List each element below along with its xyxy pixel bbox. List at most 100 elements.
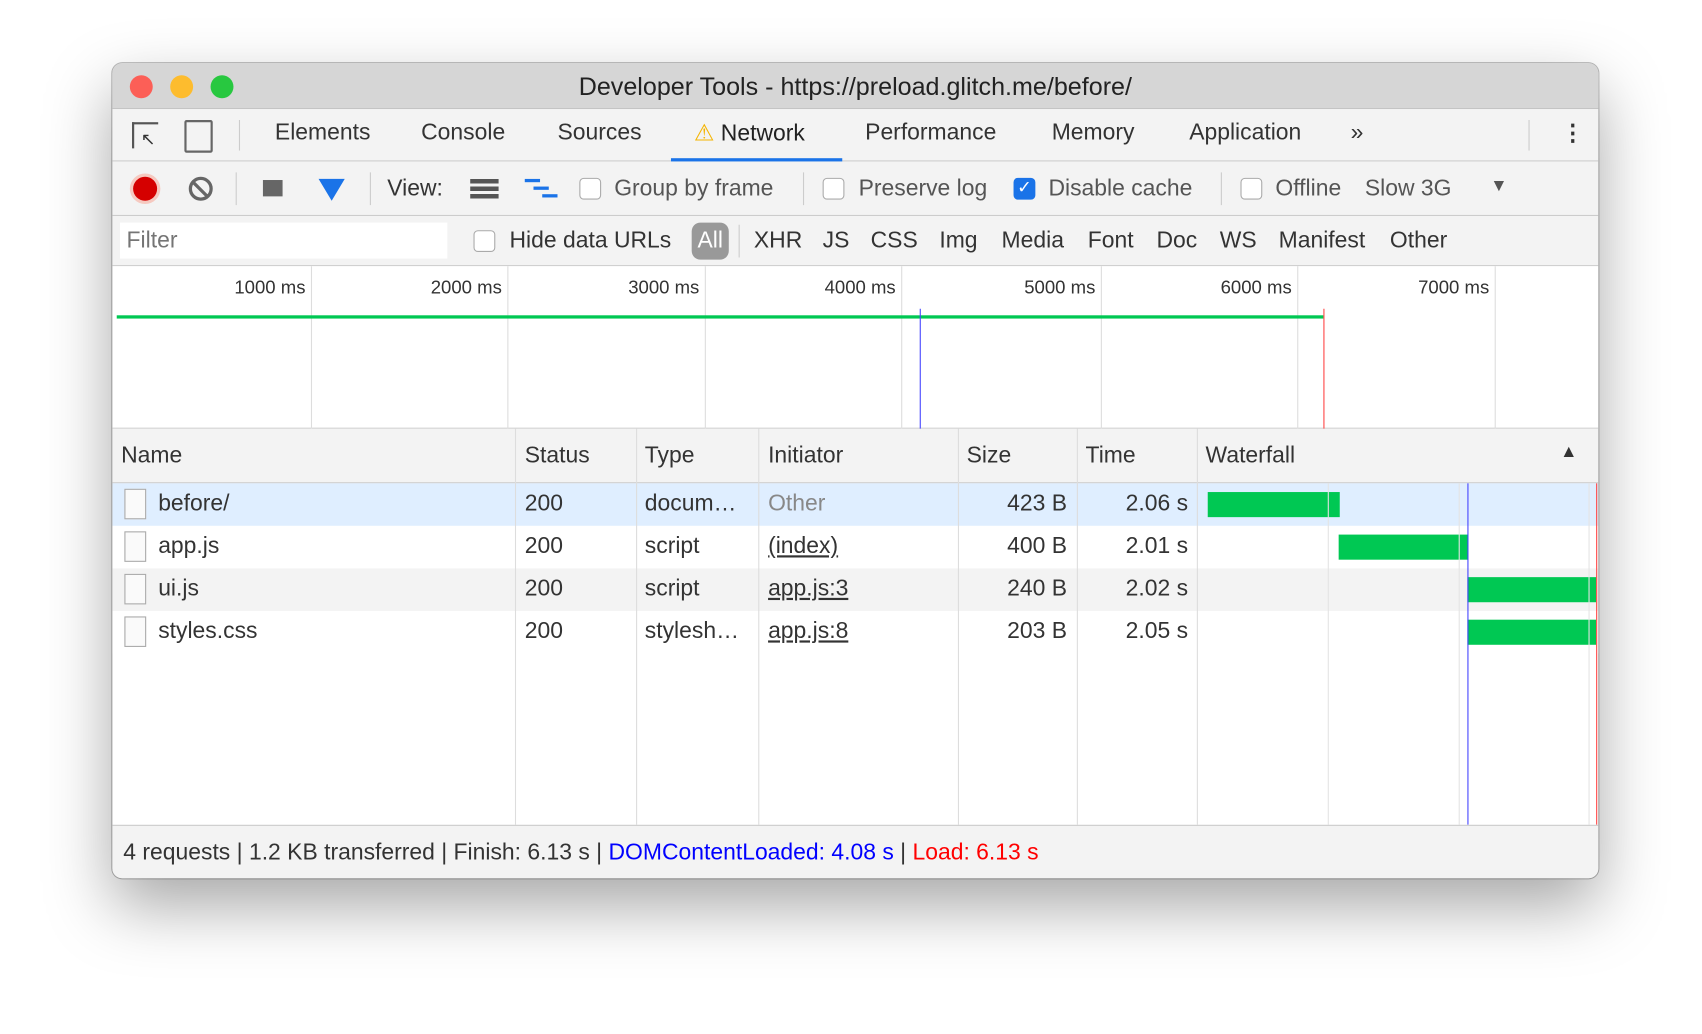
request-type: stylesh… <box>644 618 739 644</box>
screenshot-camera-icon[interactable] <box>262 180 283 197</box>
column-type[interactable]: Type <box>644 442 695 469</box>
large-rows-icon[interactable] <box>470 178 499 199</box>
close-button[interactable] <box>129 75 153 99</box>
load-marker <box>1323 308 1325 429</box>
network-overview[interactable]: 1000 ms 2000 ms 3000 ms 4000 ms 5000 ms … <box>112 266 1599 429</box>
tick-label: 7000 ms <box>1418 277 1490 298</box>
more-tabs-icon[interactable]: » <box>1350 120 1364 146</box>
dcl-marker <box>919 308 921 429</box>
table-row[interactable]: ui.js 200 script app.js:3 240 B 2.02 s <box>112 568 1599 611</box>
record-icon[interactable] <box>133 176 158 201</box>
hide-data-urls-checkbox[interactable] <box>473 230 496 253</box>
waterfall-bar <box>1467 619 1597 645</box>
warning-icon: ⚠ <box>693 121 715 147</box>
inspect-element-icon[interactable]: ↖ <box>132 122 159 149</box>
request-type: script <box>644 576 700 602</box>
request-size: 400 B <box>1007 533 1067 559</box>
table-row[interactable]: before/ 200 docum… Other 423 B 2.06 s <box>112 483 1599 526</box>
title-bar: Developer Tools - https://preload.glitch… <box>112 63 1599 110</box>
overview-waterfall-icon[interactable] <box>524 178 558 199</box>
request-initiator[interactable]: (index) <box>768 533 839 559</box>
column-name[interactable]: Name <box>121 442 183 469</box>
waterfall-load-marker <box>1596 483 1598 825</box>
network-toolbar: View: Group by frame Preserve log ✓ Disa… <box>112 161 1599 217</box>
request-initiator[interactable]: app.js:8 <box>768 618 849 644</box>
request-status: 200 <box>524 618 564 644</box>
preserve-log-label: Preserve log <box>858 175 988 201</box>
file-icon <box>124 531 147 562</box>
file-icon <box>124 616 147 647</box>
request-time: 2.06 s <box>1125 490 1189 517</box>
request-initiator: Other <box>768 490 826 517</box>
tick-label: 4000 ms <box>824 277 896 298</box>
summary-text: 4 requests | 1.2 KB transferred | Finish… <box>123 840 609 866</box>
column-status[interactable]: Status <box>524 442 590 469</box>
status-bar: 4 requests | 1.2 KB transferred | Finish… <box>112 824 1599 879</box>
filter-type-js[interactable]: JS <box>822 228 850 254</box>
filter-type-xhr[interactable]: XHR <box>753 228 803 254</box>
tab-network-label: Network <box>720 121 805 147</box>
window-title: Developer Tools - https://preload.glitch… <box>578 72 1132 101</box>
request-size: 203 B <box>1007 618 1067 644</box>
filter-type-manifest[interactable]: Manifest <box>1278 228 1366 254</box>
filter-type-other[interactable]: Other <box>1389 228 1448 254</box>
device-toolbar-icon[interactable] <box>184 120 213 153</box>
request-status: 200 <box>524 490 564 517</box>
tab-application[interactable]: Application <box>1189 120 1302 146</box>
dcl-text: DOMContentLoaded: 4.08 s <box>608 840 894 866</box>
tab-console[interactable]: Console <box>421 120 506 146</box>
request-status: 200 <box>524 576 564 602</box>
clear-icon[interactable] <box>188 176 213 201</box>
active-tab-indicator <box>670 158 843 162</box>
zoom-button[interactable] <box>210 75 234 99</box>
throttle-select[interactable]: Slow 3G <box>1364 175 1452 201</box>
column-waterfall[interactable]: Waterfall <box>1205 442 1296 469</box>
request-name: styles.css <box>158 618 258 644</box>
filter-icon[interactable] <box>318 178 345 201</box>
tick-label: 5000 ms <box>1024 277 1096 298</box>
column-size[interactable]: Size <box>966 442 1012 469</box>
table-row[interactable]: app.js 200 script (index) 400 B 2.01 s <box>112 525 1599 569</box>
group-by-frame-checkbox[interactable] <box>579 177 602 200</box>
filter-type-ws[interactable]: WS <box>1219 228 1257 254</box>
column-time[interactable]: Time <box>1085 442 1136 469</box>
waterfall-bar <box>1338 534 1469 560</box>
filter-type-img[interactable]: Img <box>939 228 978 254</box>
request-name: ui.js <box>158 576 199 602</box>
request-time: 2.01 s <box>1125 533 1189 559</box>
table-row[interactable]: styles.css 200 stylesh… app.js:8 203 B 2… <box>112 610 1599 654</box>
tab-memory[interactable]: Memory <box>1051 120 1135 146</box>
filter-type-doc[interactable]: Doc <box>1156 228 1198 254</box>
minimize-button[interactable] <box>170 75 194 99</box>
waterfall-bar <box>1467 577 1597 603</box>
request-time: 2.02 s <box>1125 576 1189 602</box>
file-icon <box>124 573 147 605</box>
table-header: Name Status Type Initiator Size Time Wat… <box>112 428 1599 484</box>
tab-performance[interactable]: Performance <box>865 120 997 146</box>
filter-type-css[interactable]: CSS <box>870 228 918 254</box>
request-time: 2.05 s <box>1125 618 1189 644</box>
offline-checkbox[interactable] <box>1240 177 1263 200</box>
hide-data-urls-label: Hide data URLs <box>509 228 672 254</box>
column-initiator[interactable]: Initiator <box>768 442 844 469</box>
preserve-log-checkbox[interactable] <box>822 177 845 200</box>
disable-cache-checkbox[interactable]: ✓ <box>1013 177 1036 200</box>
tab-sources[interactable]: Sources <box>557 120 642 146</box>
request-name: before/ <box>158 490 230 517</box>
disable-cache-label: Disable cache <box>1048 175 1193 201</box>
request-initiator[interactable]: app.js:3 <box>768 576 849 602</box>
kebab-menu-icon[interactable]: ⋮ <box>1561 121 1585 147</box>
waterfall-dcl-marker <box>1467 483 1469 825</box>
group-by-frame-label: Group by frame <box>614 175 774 201</box>
tab-elements[interactable]: Elements <box>274 120 371 146</box>
filter-type-media[interactable]: Media <box>1001 228 1064 254</box>
chevron-down-icon[interactable]: ▼ <box>1490 176 1508 196</box>
filter-input[interactable] <box>120 222 448 259</box>
sort-ascending-icon[interactable]: ▲ <box>1560 442 1578 462</box>
filter-type-all[interactable]: All <box>691 222 729 260</box>
tick-label: 2000 ms <box>430 277 502 298</box>
overview-request-bar <box>116 315 1324 319</box>
filter-type-font[interactable]: Font <box>1087 228 1134 254</box>
tab-network[interactable]: ⚠ Network <box>694 120 805 147</box>
offline-label: Offline <box>1275 175 1342 201</box>
